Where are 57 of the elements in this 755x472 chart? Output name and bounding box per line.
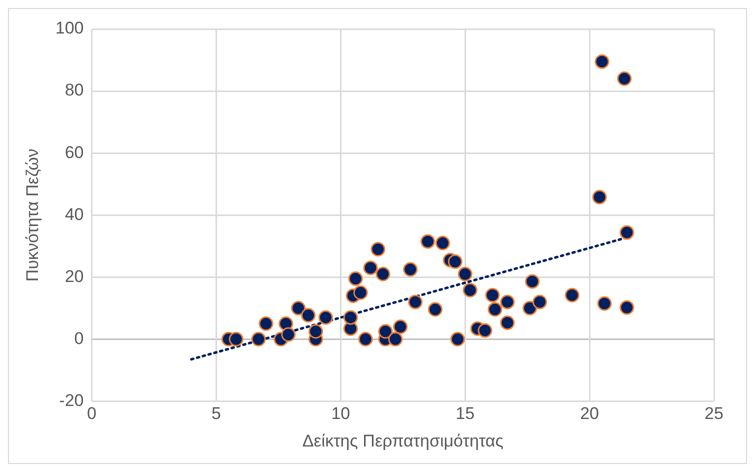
point xyxy=(301,308,316,323)
y-tick-label: 40 xyxy=(64,204,84,224)
x-axis-title: Δείκτης Περπατησιμότητας xyxy=(302,431,504,450)
point xyxy=(450,332,465,346)
point xyxy=(363,260,378,276)
y-tick-label: 60 xyxy=(64,142,84,162)
point xyxy=(435,236,450,250)
point xyxy=(388,332,403,346)
point xyxy=(485,288,500,302)
point xyxy=(620,225,634,240)
point xyxy=(420,234,436,249)
y-tick-label: 0 xyxy=(74,328,84,348)
point xyxy=(592,190,607,204)
point xyxy=(291,300,306,316)
point xyxy=(488,302,502,317)
point xyxy=(251,332,266,346)
point xyxy=(343,310,358,325)
point xyxy=(428,302,442,317)
x-tick-label: 25 xyxy=(704,404,724,424)
x-tick-label: 10 xyxy=(331,404,350,424)
point xyxy=(403,262,418,277)
point xyxy=(594,54,610,69)
y-tick-label: -20 xyxy=(59,390,84,410)
x-tick-label: 5 xyxy=(211,404,221,424)
point xyxy=(408,294,423,310)
y-tick-label: 100 xyxy=(55,18,84,38)
x-tick-label: 15 xyxy=(456,404,475,424)
y-axis-title: Πυκνότητα Πεζών xyxy=(22,148,42,282)
point xyxy=(617,71,632,86)
point xyxy=(462,282,478,298)
point xyxy=(281,327,296,342)
point xyxy=(532,294,548,310)
point xyxy=(318,310,333,325)
point xyxy=(478,323,492,338)
point xyxy=(348,271,363,286)
point xyxy=(370,242,386,256)
point xyxy=(458,266,472,282)
point xyxy=(525,274,540,289)
y-tick-label: 20 xyxy=(64,266,84,286)
point xyxy=(228,332,244,346)
point xyxy=(308,324,324,339)
point xyxy=(393,320,408,334)
x-tick-label: 0 xyxy=(87,404,96,424)
point xyxy=(522,300,538,316)
point xyxy=(376,266,390,282)
y-tick-label: 80 xyxy=(64,80,84,100)
point xyxy=(448,254,462,269)
point xyxy=(620,300,634,315)
x-tick-label: 20 xyxy=(580,404,600,424)
point xyxy=(500,315,515,330)
point xyxy=(500,294,515,310)
point xyxy=(353,285,368,300)
point xyxy=(564,288,580,302)
point xyxy=(358,332,373,346)
point xyxy=(258,316,274,331)
point xyxy=(378,324,393,339)
point xyxy=(597,296,612,311)
